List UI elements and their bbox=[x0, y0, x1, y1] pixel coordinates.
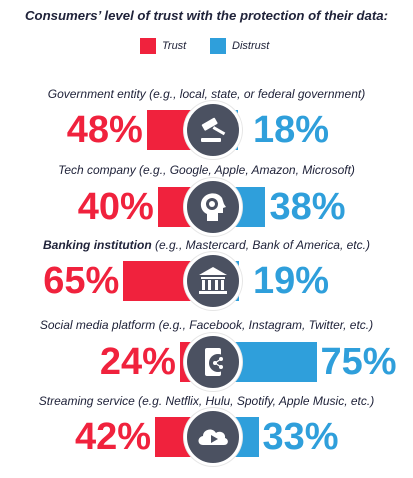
category-label-text: (e.g., Mastercard, Bank of America, etc.… bbox=[151, 238, 370, 252]
trust-value-label: 24% bbox=[99, 341, 176, 383]
legend-trust-label: Trust bbox=[162, 40, 187, 52]
legend-trust-swatch bbox=[140, 38, 156, 54]
bank-icon bbox=[184, 252, 242, 310]
category-label-text: Social media platform (e.g., Facebook, I… bbox=[39, 318, 374, 332]
head-gear-icon bbox=[184, 178, 242, 236]
category-label: Social media platform (e.g., Facebook, I… bbox=[0, 318, 413, 332]
gavel-icon bbox=[184, 101, 242, 159]
category-label-text: Tech company (e.g., Google, Apple, Amazo… bbox=[58, 163, 355, 177]
distrust-value-label: 18% bbox=[253, 109, 330, 151]
trust-value-label: 40% bbox=[77, 186, 154, 228]
phone-share-icon bbox=[184, 333, 242, 391]
trust-value-label: 48% bbox=[66, 109, 143, 151]
category-label: Streaming service (e.g. Netflix, Hulu, S… bbox=[0, 394, 413, 408]
category-label: Banking institution (e.g., Mastercard, B… bbox=[0, 238, 413, 252]
distrust-value-label: 38% bbox=[269, 186, 346, 228]
distrust-value-label: 75% bbox=[320, 341, 397, 383]
category-label-bold: Banking institution bbox=[43, 238, 152, 252]
chart-title: Consumers’ level of trust with the prote… bbox=[25, 8, 388, 23]
cloud-play-icon bbox=[184, 408, 242, 466]
category-label-text: Government entity (e.g., local, state, o… bbox=[47, 87, 366, 101]
distrust-value-label: 33% bbox=[262, 416, 339, 458]
category-label: Government entity (e.g., local, state, o… bbox=[0, 87, 413, 101]
category-label-text: Streaming service (e.g. Netflix, Hulu, S… bbox=[38, 394, 375, 408]
trust-value-label: 42% bbox=[74, 416, 152, 458]
legend-distrust-label: Distrust bbox=[232, 40, 270, 52]
legend-distrust-swatch bbox=[210, 38, 226, 54]
category-label: Tech company (e.g., Google, Apple, Amazo… bbox=[0, 163, 413, 177]
trust-value-label: 65% bbox=[43, 260, 120, 302]
distrust-value-label: 19% bbox=[253, 260, 330, 302]
